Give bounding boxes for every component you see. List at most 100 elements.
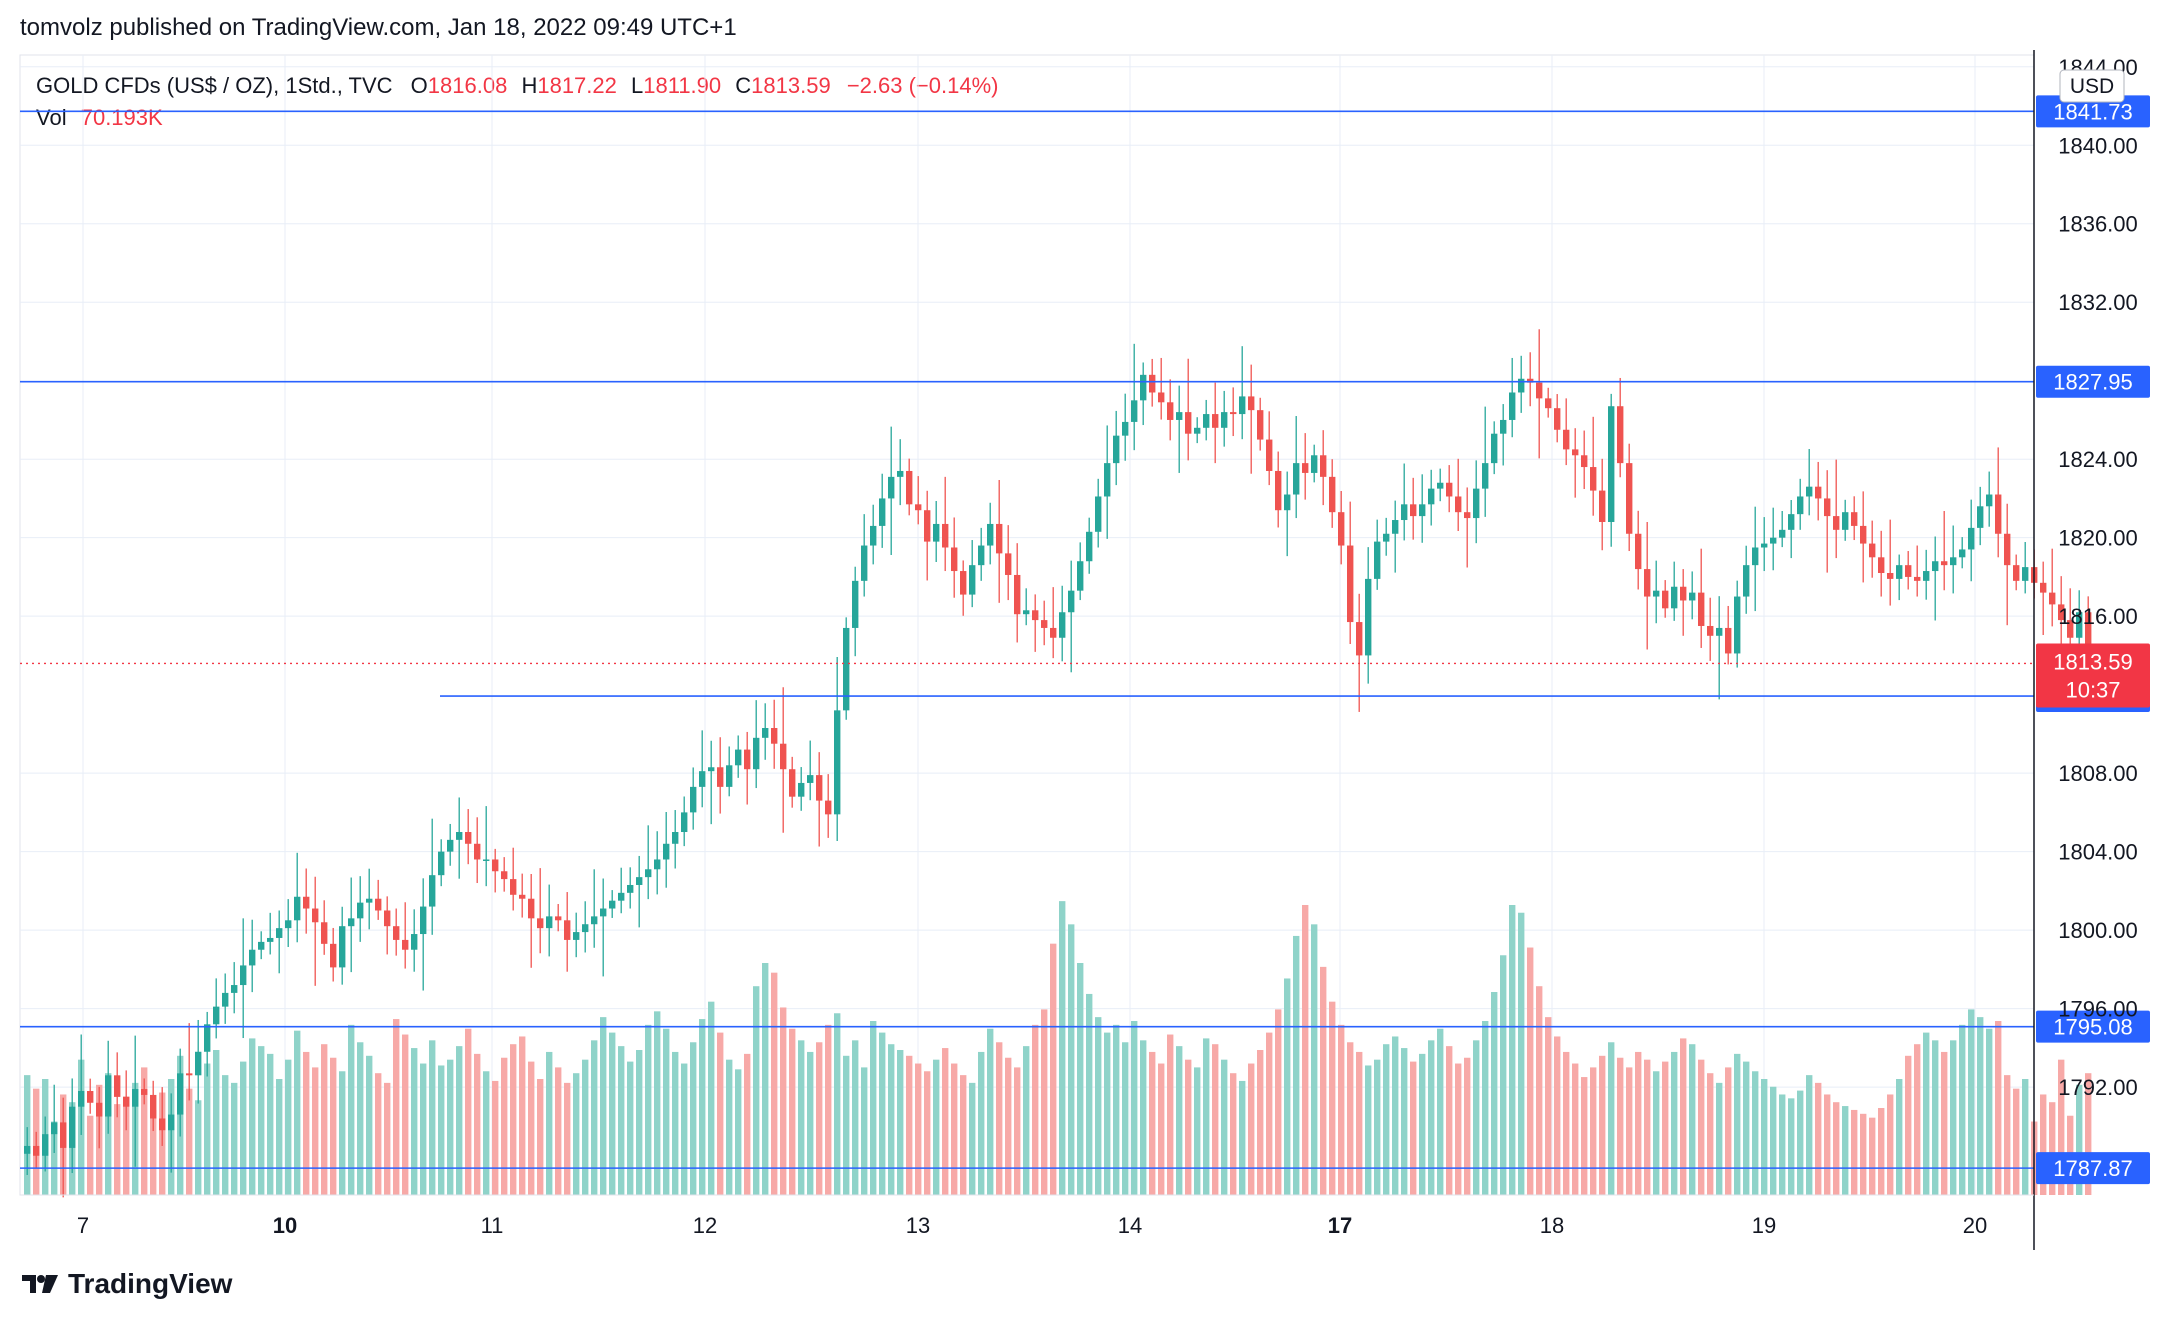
volume-bar (1005, 1057, 1012, 1195)
candle-body (1077, 561, 1084, 591)
volume-bar (663, 1028, 670, 1195)
candle-body (1554, 408, 1561, 430)
volume-bar (429, 1040, 436, 1195)
volume-bar (924, 1071, 931, 1195)
volume-bar (528, 1061, 535, 1195)
candle-body (258, 941, 265, 950)
volume-bar (1347, 1042, 1354, 1195)
candle-body (1716, 627, 1723, 636)
volume-bar (1680, 1038, 1687, 1195)
candle-body (1266, 439, 1273, 471)
volume-bar (969, 1082, 976, 1195)
volume-bar (1095, 1017, 1102, 1195)
countdown-label: 10:37 (2065, 677, 2120, 702)
candle-body (924, 510, 931, 542)
publisher-line: tomvolz published on TradingView.com, Ja… (20, 14, 737, 41)
horizontal-levels[interactable]: 1841.731827.951811.931795.081787.871813.… (20, 95, 2150, 1185)
x-tick-label: 13 (906, 1213, 930, 1238)
volume-bar (510, 1044, 517, 1195)
volume-bar (213, 1050, 220, 1195)
volume-bar (1050, 943, 1057, 1195)
symbol-title[interactable]: GOLD CFDs (US$ / OZ), 1Std., TVC (36, 73, 393, 98)
candle-body (789, 769, 796, 797)
candle-body (69, 1106, 76, 1148)
volume-bar (1860, 1113, 1867, 1195)
volume-bar (933, 1059, 940, 1195)
volume-bar (375, 1073, 382, 1195)
volume-bar (294, 1030, 301, 1195)
volume-bar (1167, 1034, 1174, 1195)
candle-body (114, 1075, 121, 1097)
volume-bar (1194, 1067, 1201, 1195)
candle-body (816, 775, 823, 801)
volume-bar (537, 1079, 544, 1195)
volume-bar (1212, 1044, 1219, 1195)
volume-bar (762, 963, 769, 1195)
symbol-row: GOLD CFDs (US$ / OZ), 1Std., TVC O1816.0… (36, 70, 999, 102)
candle-body (1932, 561, 1939, 572)
candle-body (276, 928, 283, 938)
candle-body (1905, 565, 1912, 577)
candle-body (1707, 625, 1714, 636)
candle-body (2013, 565, 2020, 581)
candlestick-series (24, 329, 2092, 1198)
volume-bar (1338, 1024, 1345, 1195)
volume-bar (1455, 1063, 1462, 1195)
volume-bar (186, 1088, 193, 1195)
volume-bar (114, 1104, 121, 1195)
candle-body (1653, 590, 1660, 597)
volume-bar (393, 1019, 400, 1195)
candle-body (420, 906, 427, 935)
candle-body (204, 1024, 211, 1052)
candle-body (402, 939, 409, 950)
candle-body (303, 896, 310, 909)
candle-body (1860, 525, 1867, 544)
candle-body (240, 965, 247, 986)
volume-bar (222, 1075, 229, 1195)
level-price-tag (2036, 95, 2150, 128)
candle-body (906, 470, 913, 505)
candle-body (60, 1122, 67, 1148)
volume-bar (1221, 1059, 1228, 1195)
candle-body (1887, 573, 1894, 579)
volume-bar (1419, 1053, 1426, 1195)
volume-bar (1176, 1046, 1183, 1195)
candle-body (1230, 412, 1237, 415)
volume-bar (1716, 1082, 1723, 1195)
tradingview-logo[interactable]: TradingView (20, 1268, 232, 1300)
volume-bar (1500, 955, 1507, 1195)
candle-body (1284, 494, 1291, 511)
candle-body (1662, 590, 1669, 609)
volume-bar (987, 1028, 994, 1195)
volume-bar (1608, 1042, 1615, 1195)
candle-body (1059, 612, 1066, 638)
volume-bar (582, 1059, 589, 1195)
candle-body (987, 523, 994, 546)
candle-body (627, 884, 634, 893)
candle-body (1041, 620, 1048, 628)
candle-body (132, 1089, 139, 1107)
volume-bar (1977, 1017, 1984, 1195)
volume-bar (960, 1075, 967, 1195)
volume-bar (1410, 1061, 1417, 1195)
volume-bars (24, 901, 2092, 1195)
volume-bar (1374, 1059, 1381, 1195)
candle-body (1176, 412, 1183, 420)
candle-body (339, 926, 346, 968)
candle-body (285, 920, 292, 929)
volume-bar (1743, 1061, 1750, 1195)
volume-bar (150, 1109, 157, 1195)
volume-bar (1572, 1063, 1579, 1195)
candle-body (555, 916, 562, 921)
volume-bar (1581, 1077, 1588, 1195)
candle-body (1626, 463, 1633, 534)
volume-bar (780, 1007, 787, 1195)
candle-body (1824, 498, 1831, 517)
volume-bar (609, 1032, 616, 1195)
candle-body (1923, 571, 1930, 581)
volume-bar (1815, 1082, 1822, 1195)
volume-bar (951, 1063, 958, 1195)
volume-bar (1203, 1038, 1210, 1195)
volume-bar (105, 1073, 112, 1195)
